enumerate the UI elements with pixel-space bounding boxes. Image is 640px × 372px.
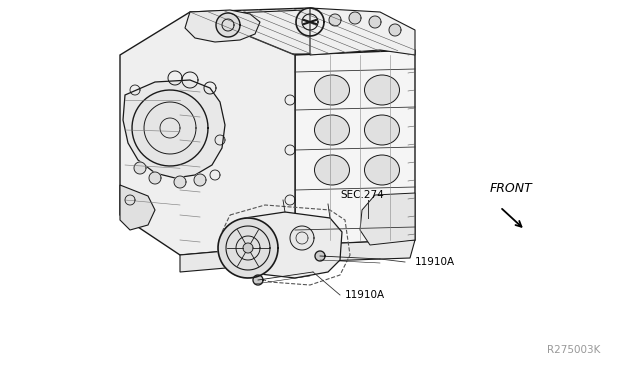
Ellipse shape	[365, 115, 399, 145]
Polygon shape	[389, 24, 401, 36]
Ellipse shape	[314, 155, 349, 185]
Polygon shape	[149, 172, 161, 184]
Polygon shape	[240, 212, 342, 278]
Polygon shape	[360, 193, 415, 245]
Polygon shape	[310, 8, 415, 55]
Polygon shape	[185, 10, 260, 42]
Text: 11910A: 11910A	[415, 257, 455, 267]
Ellipse shape	[365, 155, 399, 185]
Polygon shape	[120, 12, 295, 255]
Text: SEC.274: SEC.274	[340, 190, 384, 200]
Polygon shape	[132, 90, 208, 166]
Text: FRONT: FRONT	[490, 182, 532, 195]
Polygon shape	[315, 251, 325, 261]
Polygon shape	[349, 12, 361, 24]
Polygon shape	[295, 50, 415, 245]
Polygon shape	[180, 240, 415, 272]
Polygon shape	[369, 16, 381, 28]
Polygon shape	[120, 185, 155, 230]
Polygon shape	[210, 10, 400, 54]
Ellipse shape	[314, 115, 349, 145]
Polygon shape	[190, 8, 415, 55]
Polygon shape	[218, 218, 278, 278]
Ellipse shape	[365, 75, 399, 105]
Polygon shape	[123, 80, 225, 178]
Polygon shape	[174, 176, 186, 188]
Polygon shape	[329, 14, 341, 26]
Ellipse shape	[314, 75, 349, 105]
Text: 11910A: 11910A	[345, 290, 385, 300]
Polygon shape	[134, 162, 146, 174]
Text: R275003K: R275003K	[547, 345, 600, 355]
Polygon shape	[243, 243, 253, 253]
Polygon shape	[290, 226, 314, 250]
Polygon shape	[253, 275, 263, 285]
Polygon shape	[296, 8, 324, 36]
Polygon shape	[216, 13, 240, 37]
Polygon shape	[194, 174, 206, 186]
